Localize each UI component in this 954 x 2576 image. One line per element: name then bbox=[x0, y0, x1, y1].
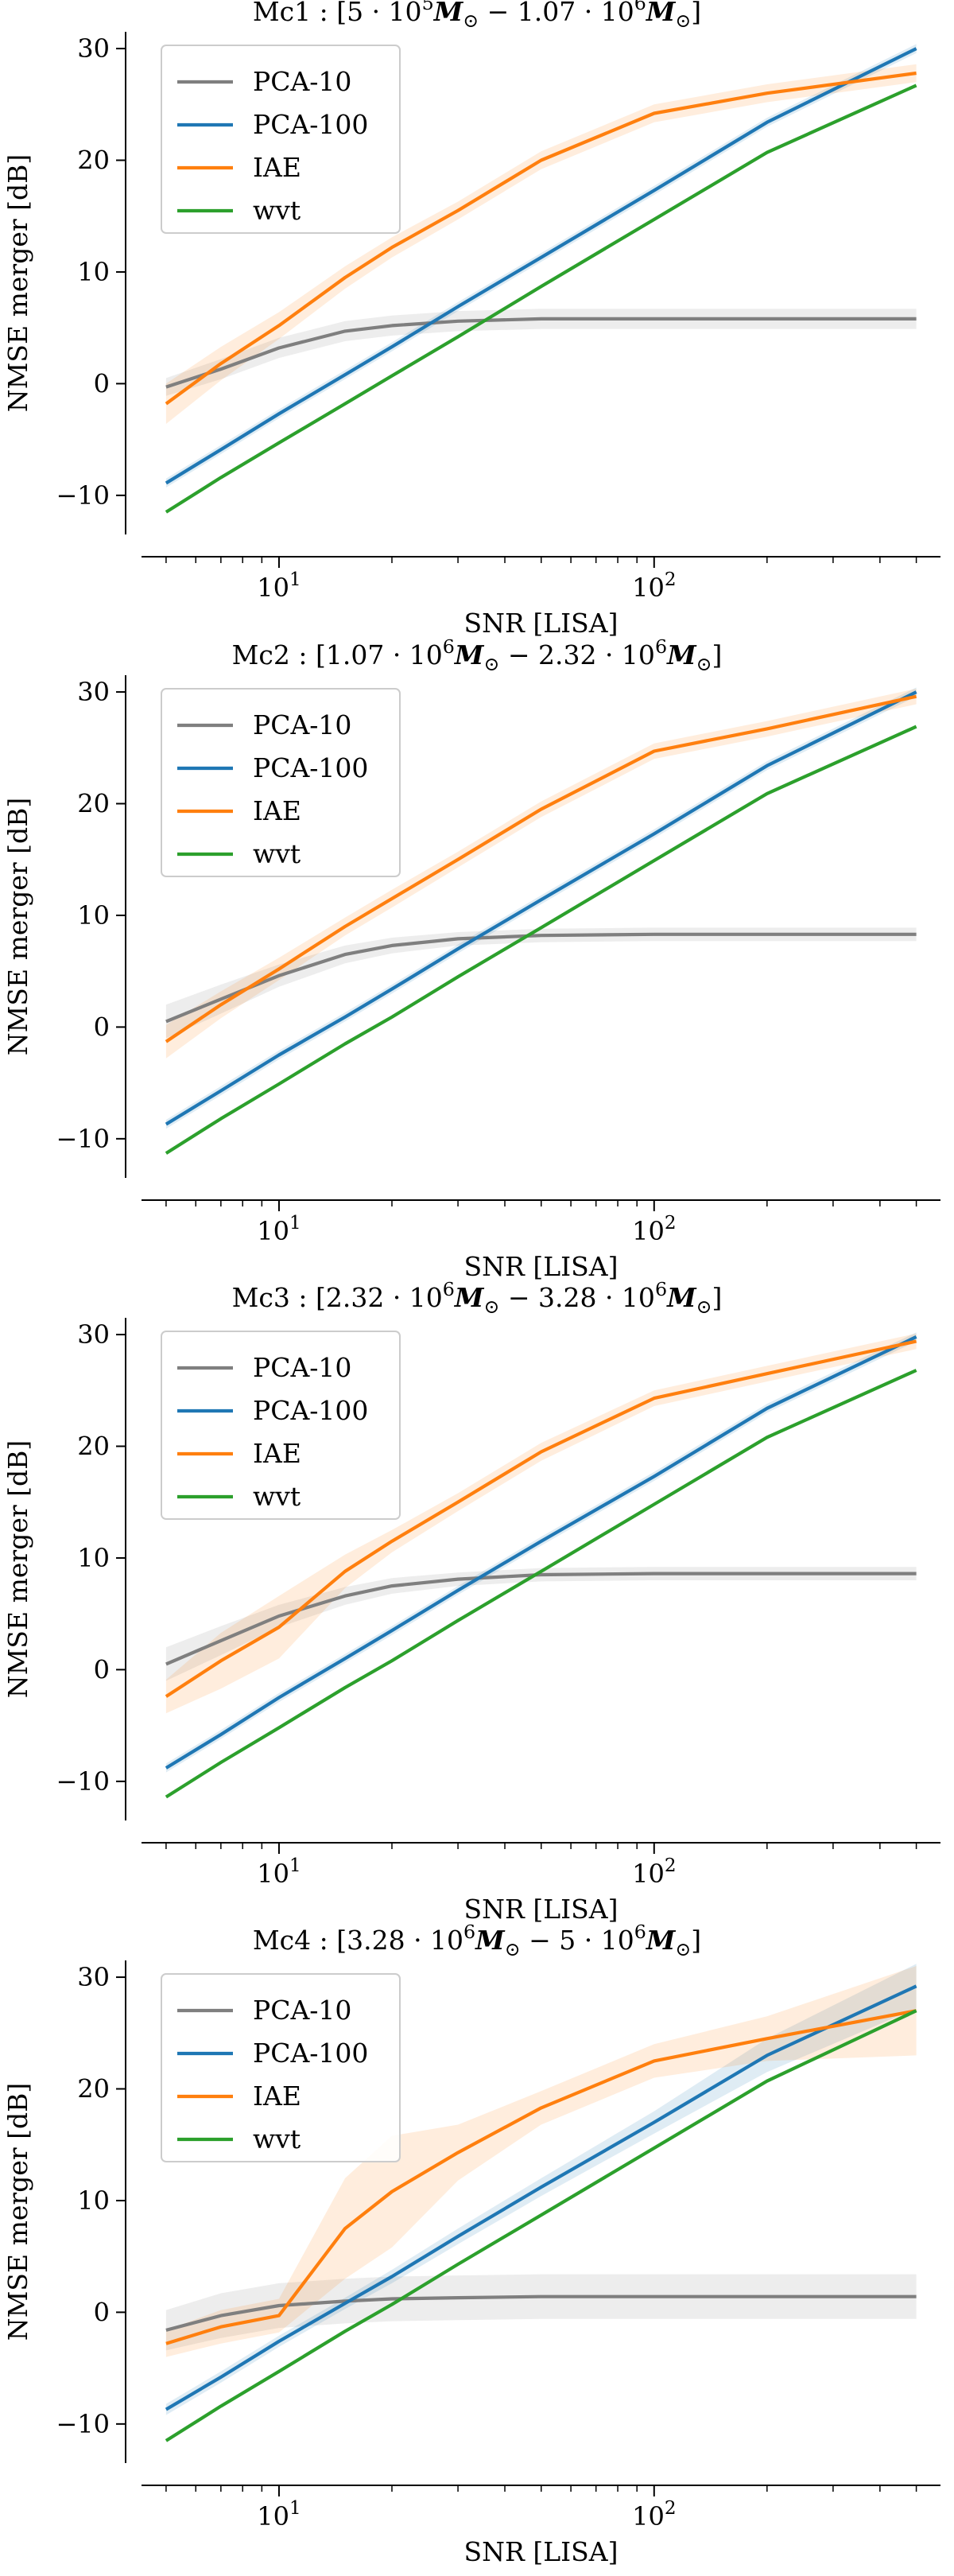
legend-label-wvt: wvt bbox=[253, 2123, 301, 2154]
x-tick-label: 101 bbox=[257, 1213, 301, 1246]
y-tick-label: −10 bbox=[56, 1124, 110, 1154]
band-pca-10 bbox=[165, 927, 917, 1039]
legend-box bbox=[161, 688, 401, 877]
series-line-wvt bbox=[165, 1369, 917, 1799]
y-tick-label: 10 bbox=[77, 1543, 110, 1573]
series-line-iae bbox=[165, 2009, 917, 2345]
y-tick-label: 30 bbox=[77, 33, 110, 64]
x-tick-label: 102 bbox=[632, 569, 676, 603]
series-line-pca-100 bbox=[165, 47, 917, 485]
legend-label-pca-10: PCA-10 bbox=[253, 1995, 351, 2026]
band-pca-100 bbox=[165, 687, 917, 1129]
chart-title: Mc2 : [1.07 · 106M⊙ − 2.32 · 106M⊙] bbox=[232, 635, 723, 675]
series-line-pca-100 bbox=[165, 1984, 917, 2411]
x-axis-label: SNR [LISA] bbox=[464, 608, 619, 639]
legend-label-pca-10: PCA-10 bbox=[253, 709, 351, 740]
band-iae bbox=[165, 1333, 917, 1714]
legend-label-pca-100: PCA-100 bbox=[253, 752, 368, 783]
series-line-wvt bbox=[165, 2009, 917, 2442]
legend-label-pca-100: PCA-100 bbox=[253, 1395, 368, 1426]
y-axis-label: NMSE merger [dB] bbox=[2, 798, 33, 1056]
chart-panel-2: Mc2 : [1.07 · 106M⊙ − 2.32 · 106M⊙] −10 0 1… bbox=[2, 635, 940, 1282]
legend-label-iae: IAE bbox=[253, 2081, 301, 2112]
y-axis-label: NMSE merger [dB] bbox=[2, 1440, 33, 1699]
y-tick-label: −10 bbox=[56, 480, 110, 511]
legend: PCA-10 PCA-100 IAE wvt bbox=[161, 1331, 401, 1520]
x-tick-label: 101 bbox=[257, 569, 301, 603]
legend-label-pca-10: PCA-10 bbox=[253, 66, 351, 97]
legend-label-pca-100: PCA-100 bbox=[253, 109, 368, 140]
legend: PCA-10 PCA-100 IAE wvt bbox=[161, 1973, 401, 2162]
legend: PCA-10 PCA-100 IAE wvt bbox=[161, 688, 401, 877]
y-tick-label: 30 bbox=[77, 1319, 110, 1350]
y-tick-label: 20 bbox=[77, 146, 110, 176]
y-tick-label: 10 bbox=[77, 2186, 110, 2216]
legend-label-wvt: wvt bbox=[253, 838, 301, 869]
x-tick-label: 102 bbox=[632, 1855, 676, 1889]
chart-panel-4: Mc4 : [3.28 · 106M⊙ − 5 · 106M⊙] −10 0 10 20… bbox=[2, 1921, 940, 2567]
plot-area bbox=[165, 44, 917, 514]
legend-label-wvt: wvt bbox=[253, 195, 301, 226]
x-axis-label: SNR [LISA] bbox=[464, 1251, 619, 1282]
series-line-pca-10 bbox=[165, 317, 917, 389]
chart-title: Mc1 : [5 · 105M⊙ − 1.07 · 106M⊙] bbox=[253, 0, 701, 32]
x-tick-label: 102 bbox=[632, 1213, 676, 1246]
legend: PCA-10 PCA-100 IAE wvt bbox=[161, 45, 401, 234]
legend-label-pca-100: PCA-100 bbox=[253, 2038, 368, 2069]
y-tick-label: 0 bbox=[94, 1654, 110, 1684]
y-tick-label: 0 bbox=[94, 368, 110, 398]
plot-area bbox=[165, 687, 917, 1155]
chart-title: Mc4 : [3.28 · 106M⊙ − 5 · 106M⊙] bbox=[253, 1921, 701, 1960]
y-tick-label: 20 bbox=[77, 1432, 110, 1462]
legend-box bbox=[161, 1973, 401, 2162]
legend-label-wvt: wvt bbox=[253, 1481, 301, 1512]
x-axis-label: SNR [LISA] bbox=[464, 1894, 619, 1925]
band-pca-100 bbox=[165, 44, 917, 488]
series-line-wvt bbox=[165, 725, 917, 1155]
series-line-wvt bbox=[165, 84, 917, 514]
plot-area bbox=[165, 1332, 917, 1799]
y-tick-label: −10 bbox=[56, 1766, 110, 1797]
chart-title: Mc3 : [2.32 · 106M⊙ − 3.28 · 106M⊙] bbox=[232, 1278, 723, 1318]
series-line-pca-10 bbox=[165, 1572, 917, 1666]
y-axis-label: NMSE merger [dB] bbox=[2, 2083, 33, 2341]
band-pca-100 bbox=[165, 1332, 917, 1773]
chart-panel-3: Mc3 : [2.32 · 106M⊙ − 3.28 · 106M⊙] −10 0 1… bbox=[2, 1278, 940, 1925]
legend-box bbox=[161, 45, 401, 234]
y-tick-label: 10 bbox=[77, 257, 110, 287]
y-axis-label: NMSE merger [dB] bbox=[2, 154, 33, 413]
y-tick-label: 10 bbox=[77, 900, 110, 931]
series-line-iae bbox=[165, 71, 917, 406]
series-line-pca-100 bbox=[165, 1335, 917, 1770]
series-line-iae bbox=[165, 694, 917, 1043]
series-line-pca-100 bbox=[165, 690, 917, 1126]
y-tick-label: 30 bbox=[77, 677, 110, 707]
band-pca-10 bbox=[165, 2274, 917, 2351]
x-axis-label: SNR [LISA] bbox=[464, 2536, 619, 2567]
chart-panel-1: Mc1 : [5 · 105M⊙ − 1.07 · 106M⊙] −10 0 10 20… bbox=[2, 0, 940, 639]
legend-label-iae: IAE bbox=[253, 1438, 301, 1469]
series-line-iae bbox=[165, 1339, 917, 1698]
legend-box bbox=[161, 1331, 401, 1520]
legend-label-iae: IAE bbox=[253, 152, 301, 183]
y-tick-label: 0 bbox=[94, 1012, 110, 1042]
x-tick-label: 101 bbox=[257, 1855, 301, 1889]
y-tick-label: 0 bbox=[94, 2297, 110, 2327]
legend-label-pca-10: PCA-10 bbox=[253, 1352, 351, 1383]
x-tick-label: 102 bbox=[632, 2498, 676, 2531]
y-tick-label: 20 bbox=[77, 2074, 110, 2104]
y-tick-label: 20 bbox=[77, 789, 110, 819]
legend-label-iae: IAE bbox=[253, 795, 301, 826]
x-tick-label: 101 bbox=[257, 2498, 301, 2531]
band-iae bbox=[165, 1966, 917, 2357]
y-tick-label: 30 bbox=[77, 1962, 110, 1992]
series-line-pca-10 bbox=[165, 2294, 917, 2332]
y-tick-label: −10 bbox=[56, 2409, 110, 2439]
plot-area bbox=[165, 1964, 917, 2442]
